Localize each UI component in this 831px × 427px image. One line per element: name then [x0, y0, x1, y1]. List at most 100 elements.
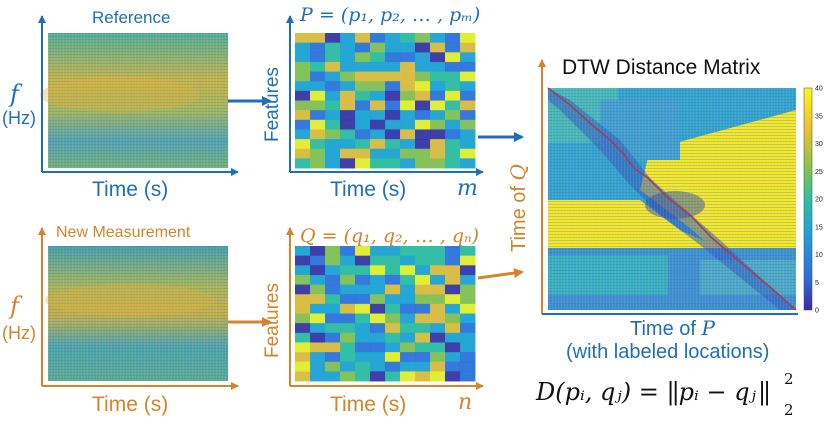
- feature-cell: [400, 246, 416, 257]
- feature-cell: [445, 303, 461, 314]
- colorbar-tick-label: 40: [815, 86, 823, 93]
- feature-cell: [325, 255, 341, 266]
- formula-p: P = (p₁, p₂, … , pₘ): [300, 4, 481, 26]
- feature-cell: [445, 332, 461, 343]
- feature-cell: [430, 148, 446, 159]
- feature-cell: [385, 313, 401, 324]
- feature-cell: [415, 371, 431, 382]
- feature-cell: [295, 100, 311, 111]
- feature-cell: [460, 100, 476, 111]
- feature-cell: [325, 158, 341, 169]
- feature-cell: [385, 81, 401, 92]
- feature-cell: [385, 246, 401, 257]
- feature-cell: [400, 361, 416, 372]
- feature-cell: [460, 158, 476, 169]
- feature-cell: [325, 110, 341, 121]
- feature-cell: [370, 255, 386, 266]
- feature-cell: [295, 42, 311, 53]
- feature-cell: [415, 323, 431, 334]
- feature-cell: [325, 81, 341, 92]
- feature-cell: [385, 110, 401, 121]
- feature-cell: [340, 52, 356, 63]
- feature-cell: [340, 33, 356, 44]
- feature-cell: [370, 294, 386, 305]
- feature-cell: [430, 110, 446, 121]
- feature-cell: [430, 42, 446, 53]
- feature-cell: [400, 284, 416, 295]
- feature-cell: [415, 148, 431, 159]
- feature-cell: [355, 71, 371, 82]
- feature-cell: [400, 52, 416, 63]
- feature-cell: [340, 313, 356, 324]
- feature-cell: [295, 303, 311, 314]
- feature-cell: [385, 119, 401, 130]
- feature-cell: [325, 323, 341, 334]
- feature-cell: [355, 52, 371, 63]
- feature-cell: [385, 361, 401, 372]
- feature-cell: [355, 323, 371, 334]
- feature-cell: [340, 371, 356, 382]
- feature-cell: [325, 342, 341, 353]
- feature-cell: [325, 33, 341, 44]
- feature-cell: [460, 90, 476, 101]
- feature-cell: [400, 139, 416, 150]
- feature-cell: [385, 371, 401, 382]
- feature-cell: [400, 100, 416, 111]
- feature-cell: [430, 265, 446, 276]
- feature-cell: [445, 371, 461, 382]
- feature-cell: [460, 129, 476, 140]
- feature-cell: [295, 361, 311, 372]
- feature-cell: [295, 265, 311, 276]
- feature-cell: [370, 303, 386, 314]
- feature-cell: [460, 71, 476, 82]
- feature-cell: [355, 119, 371, 130]
- reference-title: Reference: [92, 8, 171, 27]
- feature-cell: [445, 246, 461, 257]
- feature-cell: [325, 303, 341, 314]
- feature-cell: [445, 323, 461, 334]
- equation-superscript: 2: [784, 370, 794, 388]
- feature-cell: [340, 61, 356, 73]
- feature-cell: [310, 342, 326, 353]
- feature-cell: [430, 61, 446, 73]
- feature-cell: [295, 139, 311, 150]
- feature-cell: [325, 294, 341, 305]
- reference-ylabel-unit: (Hz): [2, 108, 36, 128]
- feature-cell: [325, 361, 341, 372]
- feature-cell: [445, 129, 461, 140]
- feature-cell: [385, 158, 401, 169]
- measurement-ylabel-symbol: f: [10, 292, 19, 320]
- dtw-xlabel-note: (with labeled locations): [566, 341, 770, 363]
- feature-cell: [400, 119, 416, 130]
- feature-cell: [340, 284, 356, 295]
- feature-cell: [460, 284, 476, 295]
- feature-cell: [445, 361, 461, 372]
- feature-cell: [370, 342, 386, 353]
- feature-cell: [370, 81, 386, 92]
- feature-cell: [445, 42, 461, 53]
- feature-cell: [415, 294, 431, 305]
- feature-cell: [400, 148, 416, 159]
- feature-cell: [370, 52, 386, 63]
- feature-cell: [340, 71, 356, 82]
- feature-cell: [400, 371, 416, 382]
- formula-q: Q = (q₁, q₂, … , qₙ): [300, 225, 480, 247]
- feature-cell: [370, 100, 386, 111]
- features-p-xlabel: Time (s): [330, 178, 407, 201]
- feature-cell: [340, 158, 356, 169]
- feature-cell: [340, 81, 356, 92]
- feature-cell: [355, 303, 371, 314]
- feature-cell: [340, 139, 356, 150]
- feature-cell: [295, 52, 311, 63]
- feature-cell: [370, 332, 386, 343]
- feature-cell: [370, 61, 386, 73]
- feature-cell: [325, 119, 341, 130]
- feature-cell: [355, 139, 371, 150]
- feature-cell: [340, 100, 356, 111]
- feature-cell: [355, 313, 371, 324]
- feature-cell: [400, 342, 416, 353]
- feature-cell: [310, 332, 326, 343]
- feature-cell: [415, 61, 431, 73]
- feature-cell: [460, 255, 476, 266]
- feature-cell: [310, 274, 326, 286]
